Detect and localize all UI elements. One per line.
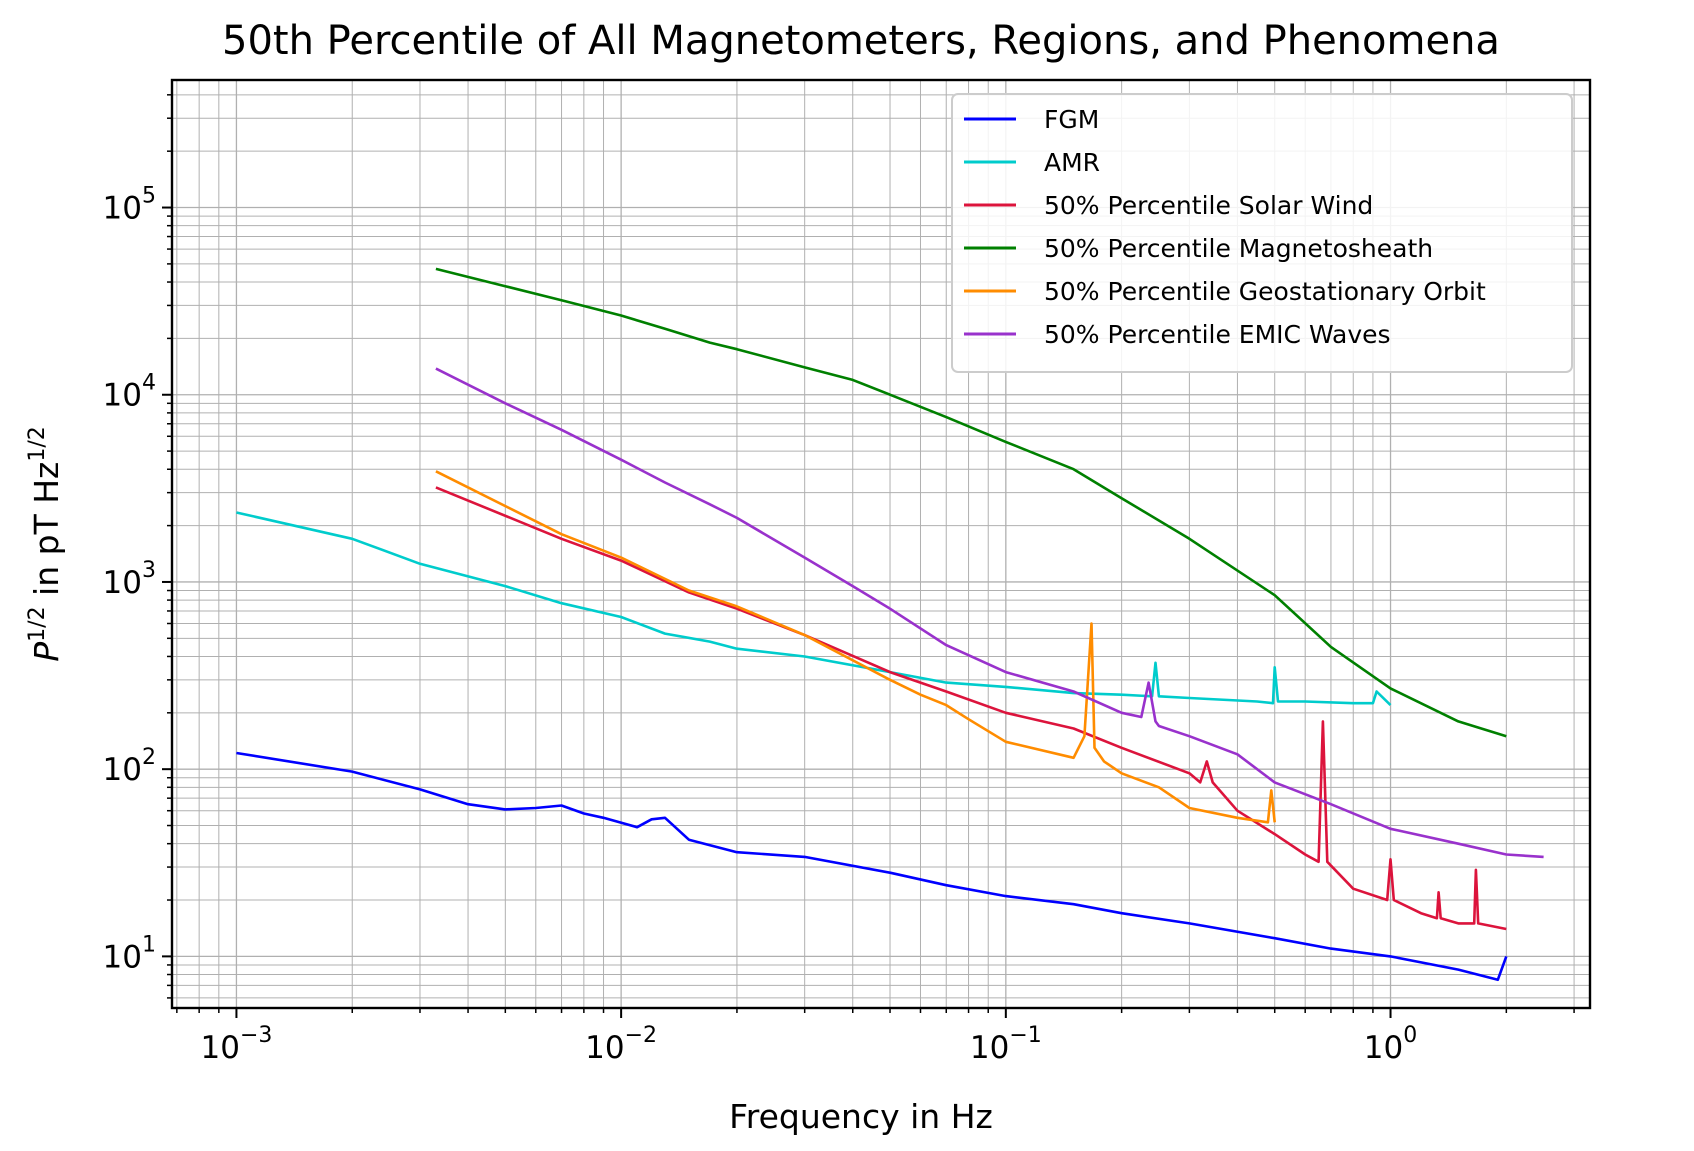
y-axis-label-sup1: 1/2 xyxy=(25,606,50,641)
y-tick-label: 103 xyxy=(103,558,156,601)
x-axis-label: Frequency in Hz xyxy=(729,1097,993,1136)
legend-label-1: AMR xyxy=(1044,148,1100,177)
y-tick-label: 102 xyxy=(103,745,156,788)
y-tick-label: 104 xyxy=(103,371,156,414)
x-tick-label: 10−1 xyxy=(970,1023,1042,1066)
series-line-5 xyxy=(435,367,1544,859)
legend-label-0: FGM xyxy=(1044,105,1099,134)
series-line-4 xyxy=(435,470,1276,824)
y-axis-label-base: P xyxy=(27,642,66,662)
y-tick-label: 105 xyxy=(103,184,156,227)
y-axis-label-mid: in pT Hz xyxy=(27,462,66,607)
series-layer xyxy=(236,267,1544,982)
legend: FGM AMR 50% Percentile Solar Wind 50% Perce… xyxy=(951,93,1573,373)
x-tick-label: 100 xyxy=(1364,1023,1417,1066)
legend-box xyxy=(951,93,1573,373)
y-axis-label: P1/2 in pT Hz1/2 xyxy=(25,426,66,662)
x-tick-label: 10−3 xyxy=(200,1023,272,1066)
legend-label-3: 50% Percentile Magnetosheath xyxy=(1044,234,1433,263)
legend-label-5: 50% Percentile EMIC Waves xyxy=(1044,320,1391,349)
series-line-1 xyxy=(236,511,1392,707)
series-line-3 xyxy=(435,267,1507,738)
chart-title: 50th Percentile of All Magnetometers, Re… xyxy=(222,18,1500,64)
series-line-0 xyxy=(236,751,1508,982)
legend-label-2: 50% Percentile Solar Wind xyxy=(1044,191,1373,220)
y-tick-label: 101 xyxy=(103,932,156,975)
x-tick-label: 10−2 xyxy=(585,1023,657,1066)
plot-frame xyxy=(170,78,1592,1010)
y-axis-label-sup2: 1/2 xyxy=(25,426,50,461)
ticks: 10−3 10−2 10−1 100 101 102 103 104 105 xyxy=(103,94,1575,1066)
legend-label-4: 50% Percentile Geostationary Orbit xyxy=(1044,277,1486,306)
series-line-2 xyxy=(435,486,1507,931)
grid xyxy=(172,80,1590,1008)
